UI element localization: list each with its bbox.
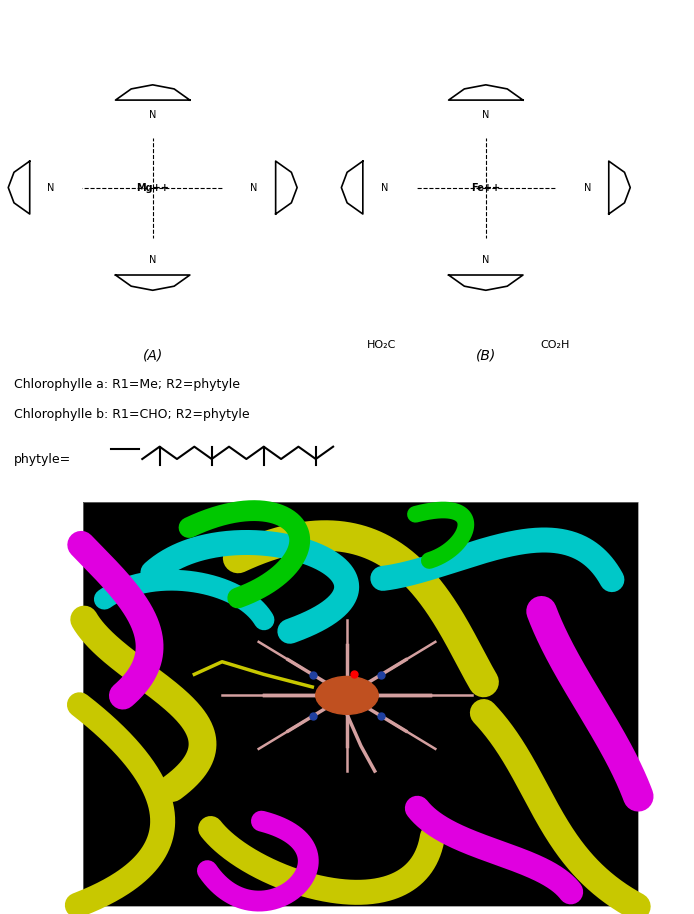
Text: N: N bbox=[482, 111, 489, 121]
Text: N: N bbox=[251, 183, 258, 193]
Text: Mg++: Mg++ bbox=[136, 183, 169, 193]
Text: (B): (B) bbox=[475, 348, 496, 362]
Text: Chlorophylle b: R1=CHO; R2=phytyle: Chlorophylle b: R1=CHO; R2=phytyle bbox=[14, 408, 250, 421]
Text: N: N bbox=[380, 183, 388, 193]
Text: N: N bbox=[149, 111, 156, 121]
Text: N: N bbox=[47, 183, 55, 193]
Text: phytyle=: phytyle= bbox=[14, 452, 71, 465]
Text: Chlorophylle a: R1=Me; R2=phytyle: Chlorophylle a: R1=Me; R2=phytyle bbox=[14, 378, 240, 391]
Text: N: N bbox=[482, 255, 489, 265]
Text: N: N bbox=[149, 255, 156, 265]
Circle shape bbox=[316, 676, 378, 715]
Text: HO₂C: HO₂C bbox=[367, 341, 396, 350]
Text: (A): (A) bbox=[142, 348, 163, 362]
FancyBboxPatch shape bbox=[83, 502, 638, 906]
Text: N: N bbox=[584, 183, 591, 193]
Text: CO₂H: CO₂H bbox=[541, 341, 570, 350]
Text: Fe++: Fe++ bbox=[471, 183, 500, 193]
